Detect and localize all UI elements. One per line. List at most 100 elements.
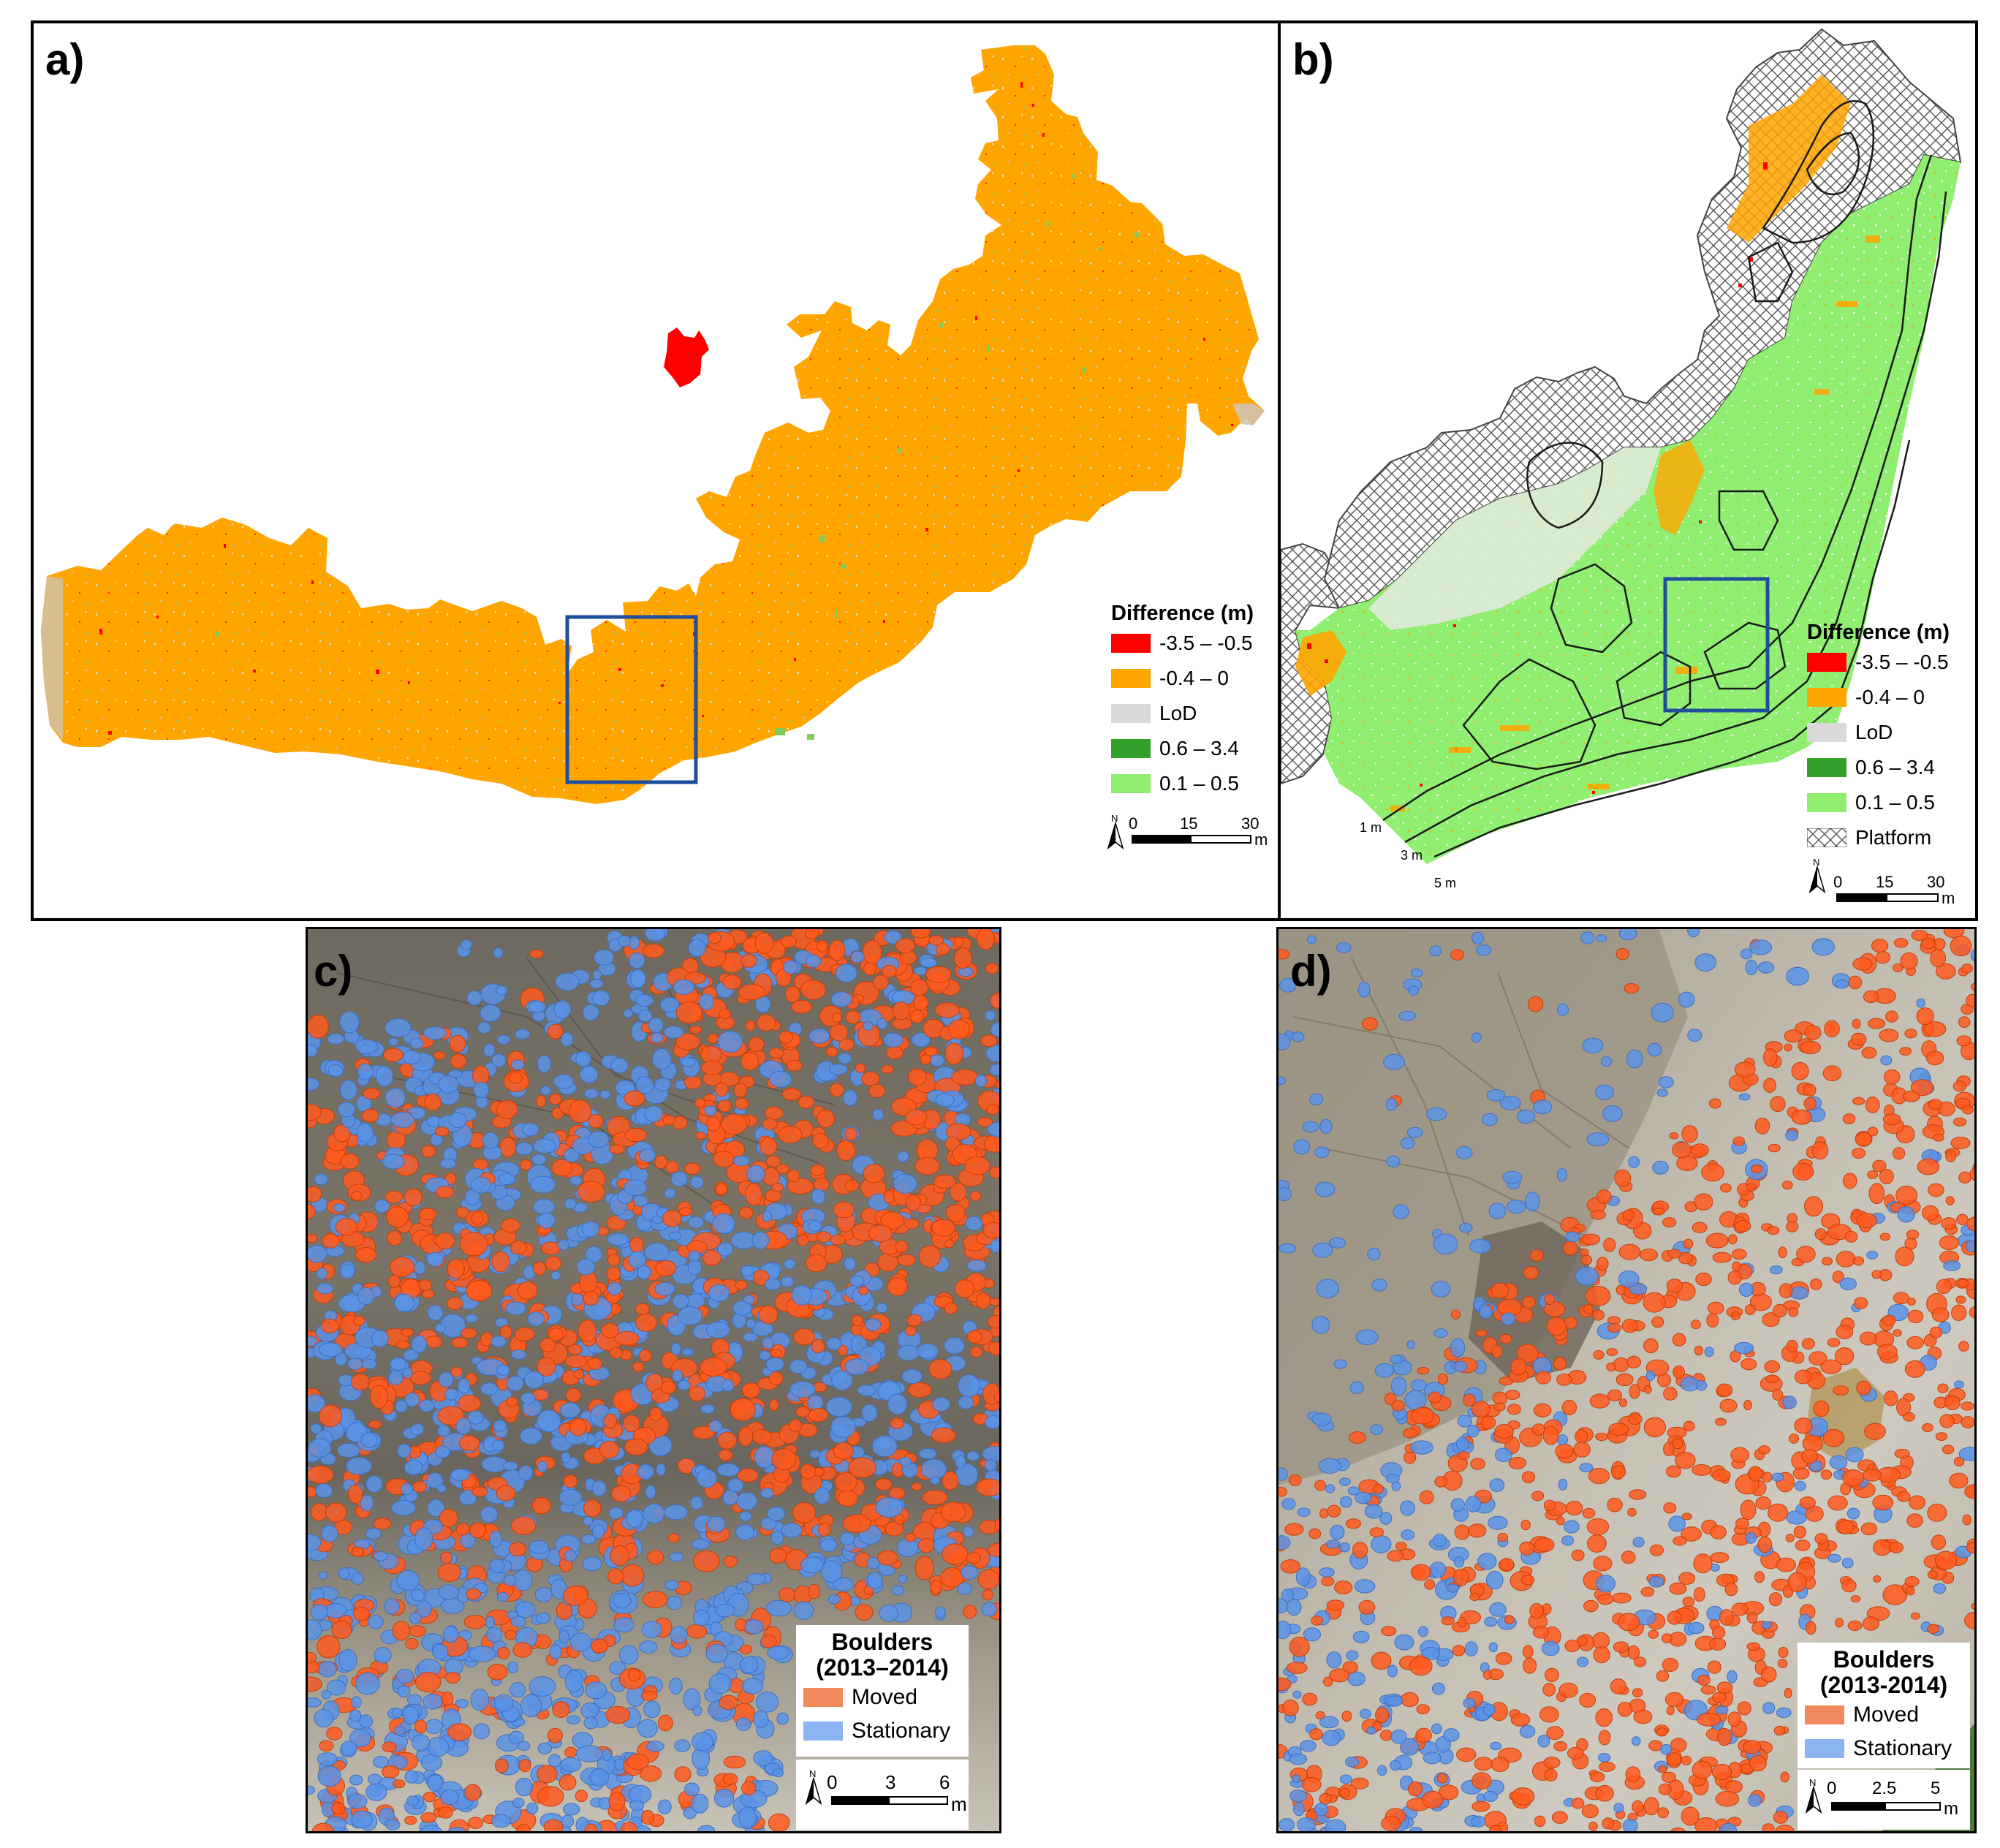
- moved-boulder: [1458, 1616, 1466, 1628]
- moved-boulder: [963, 1605, 977, 1619]
- moved-boulder: [954, 936, 964, 947]
- moved-boulder: [1893, 1329, 1902, 1337]
- scale-tick: 30: [1927, 873, 1945, 891]
- stationary-boulder: [1943, 1260, 1961, 1271]
- moved-boulder: [1626, 1355, 1641, 1368]
- moved-boulder: [496, 1485, 516, 1502]
- moved-boulder: [624, 1128, 647, 1143]
- moved-boulder: [607, 1254, 621, 1266]
- moved-boulder: [1767, 1226, 1780, 1235]
- stationary-boulder: [339, 1264, 355, 1279]
- moved-boulder: [1860, 1522, 1878, 1536]
- moved-boulder: [351, 1191, 363, 1201]
- moved-boulder: [515, 1823, 531, 1831]
- moved-boulder: [707, 1033, 719, 1044]
- stationary-boulder: [457, 1378, 471, 1394]
- moved-boulder: [1885, 1010, 1898, 1023]
- stationary-boulder: [1628, 1156, 1640, 1168]
- moved-boulder: [1758, 1445, 1770, 1455]
- moved-boulder: [1906, 1586, 1915, 1596]
- moved-boulder: [1594, 1432, 1609, 1442]
- stationary-boulder: [1417, 1626, 1428, 1637]
- moved-boulder: [1927, 1569, 1938, 1580]
- moved-boulder: [1519, 1541, 1535, 1556]
- moved-boulder: [1922, 1205, 1939, 1221]
- moved-boulder: [1709, 1098, 1721, 1109]
- stationary-boulder: [830, 991, 852, 1007]
- stationary-boulder: [1355, 1329, 1379, 1345]
- moved-boulder: [920, 1054, 932, 1065]
- moved-boulder: [858, 1286, 869, 1295]
- moved-boulder: [1950, 935, 1972, 957]
- stationary-boulder: [529, 1540, 550, 1554]
- stationary-boulder: [955, 1455, 966, 1469]
- stationary-boulder: [496, 1364, 510, 1376]
- stationary-boulder: [688, 939, 706, 957]
- stationary-boulder: [692, 1732, 713, 1752]
- swatch: [1807, 652, 1846, 672]
- moved-boulder: [353, 1607, 370, 1621]
- stationary-boulder: [914, 966, 927, 976]
- stationary-boulder: [467, 1410, 484, 1425]
- moved-boulder: [335, 1218, 358, 1236]
- moved-boulder: [638, 1349, 653, 1363]
- moved-boulder: [1350, 1777, 1369, 1790]
- stationary-boulder: [1618, 1270, 1640, 1288]
- swatch: [803, 1688, 843, 1708]
- moved-boulder: [447, 1723, 472, 1741]
- stationary-boulder: [581, 1221, 600, 1238]
- stationary-boulder: [480, 1506, 499, 1523]
- stationary-boulder: [1303, 1627, 1322, 1642]
- moved-boulder: [683, 1075, 702, 1089]
- moved-boulder: [994, 1517, 999, 1533]
- moved-boulder: [1764, 1360, 1781, 1373]
- stationary-boulder: [765, 1278, 781, 1291]
- scalebar-d: 0 2.5 5 m: [1827, 1779, 1967, 1822]
- moved-boulder: [1743, 1400, 1752, 1411]
- stationary-boulder: [829, 1064, 848, 1075]
- stationary-boulder: [308, 1336, 317, 1347]
- stationary-boulder: [783, 960, 799, 974]
- stationary-boulder: [580, 1702, 599, 1719]
- scale-tick: 0: [1129, 814, 1138, 833]
- moved-boulder: [768, 1371, 784, 1385]
- moved-boulder: [811, 1338, 825, 1354]
- moved-boulder: [626, 1753, 649, 1771]
- moved-boulder: [1964, 1484, 1974, 1499]
- stationary-boulder: [1489, 1602, 1507, 1617]
- stationary-boulder: [689, 1175, 704, 1189]
- moved-boulder: [1762, 1823, 1775, 1831]
- moved-boulder: [1904, 1360, 1925, 1378]
- moved-boulder: [855, 1063, 866, 1073]
- stationary-boulder: [1966, 1240, 1974, 1252]
- moved-boulder: [1521, 1471, 1536, 1483]
- stationary-boulder: [365, 1528, 382, 1540]
- moved-boulder: [520, 1159, 532, 1171]
- moved-boulder: [1768, 1592, 1783, 1607]
- moved-boulder: [1867, 1126, 1879, 1137]
- moved-boulder: [1778, 1246, 1787, 1259]
- moved-boulder: [1787, 1572, 1807, 1593]
- stationary-boulder: [691, 1793, 709, 1814]
- stationary-boulder: [1443, 1728, 1460, 1742]
- moved-boulder: [1495, 1652, 1512, 1665]
- stationary-boulder: [385, 1087, 406, 1108]
- moved-boulder: [1552, 1811, 1568, 1824]
- moved-boulder: [623, 1415, 640, 1433]
- stationary-boulder: [974, 1075, 988, 1088]
- moved-boulder: [1836, 1325, 1854, 1339]
- stationary-boulder: [780, 1276, 795, 1288]
- moved-boulder: [1740, 1358, 1757, 1371]
- moved-boulder: [1643, 1292, 1666, 1313]
- stationary-boulder: [310, 1423, 322, 1434]
- stationary-boulder: [367, 1773, 382, 1785]
- moved-boulder: [817, 1109, 836, 1128]
- stationary-boulder: [934, 1606, 946, 1618]
- moved-boulder: [1475, 1329, 1488, 1337]
- moved-boulder: [1730, 1447, 1749, 1463]
- moved-boulder: [1409, 1656, 1433, 1676]
- scale-box-c: [796, 1760, 969, 1830]
- stationary-boulder: [669, 1231, 682, 1241]
- stationary-boulder: [765, 1357, 784, 1371]
- moved-boulder: [1927, 1504, 1947, 1522]
